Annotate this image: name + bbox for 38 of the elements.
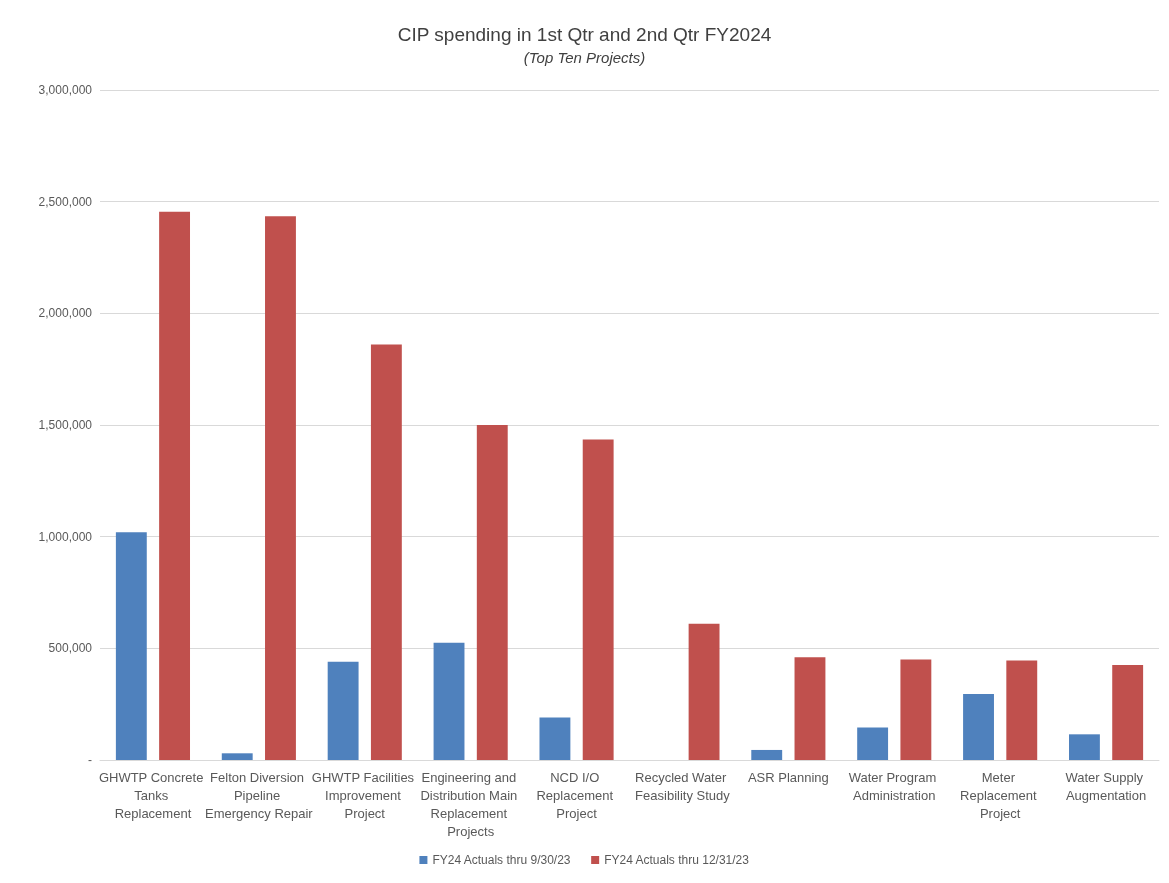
y-tick-label: 500,000 bbox=[48, 641, 93, 656]
x-tick-label: Engineering and Distribution Main Replacement Projects bbox=[420, 769, 521, 839]
bar bbox=[1068, 734, 1100, 760]
bar bbox=[265, 216, 296, 760]
bar bbox=[539, 717, 571, 760]
bar bbox=[963, 694, 994, 760]
bar bbox=[370, 344, 402, 760]
bar bbox=[1112, 665, 1144, 760]
bar bbox=[857, 727, 889, 760]
bar bbox=[794, 657, 826, 760]
bar bbox=[582, 439, 614, 760]
bar bbox=[1006, 660, 1038, 760]
legend-label: FY24 Actuals thru 12/31/23 bbox=[604, 853, 750, 867]
bar bbox=[900, 659, 932, 760]
bar bbox=[115, 532, 147, 760]
bar bbox=[476, 425, 508, 760]
bar bbox=[433, 642, 465, 760]
x-tick-label: GHWTP Facilities Improvement Project bbox=[311, 769, 418, 821]
x-tick-label: Water Supply Augmentation bbox=[1065, 769, 1147, 803]
bar bbox=[688, 623, 720, 760]
chart-title: CIP spending in 1st Qtr and 2nd Qtr FY2024 bbox=[397, 24, 772, 45]
chart-subtitle: (Top Ten Projects) bbox=[523, 49, 646, 66]
y-tick-label: 3,000,000 bbox=[38, 83, 93, 97]
bar bbox=[327, 661, 359, 760]
bar bbox=[221, 753, 253, 760]
x-tick-label: Water Program Administration bbox=[848, 769, 940, 803]
legend-label: FY24 Actuals thru 9/30/23 bbox=[432, 853, 571, 867]
y-tick-label: 2,000,000 bbox=[38, 306, 93, 321]
x-tick-label: ASR Planning bbox=[747, 769, 829, 785]
x-tick-label: Recycled Water Feasibility Study bbox=[635, 769, 731, 803]
y-tick-label: 1,000,000 bbox=[38, 529, 93, 544]
x-tick-label: NCD I/O Replacement Project bbox=[536, 769, 617, 821]
bar bbox=[159, 211, 191, 760]
bar bbox=[751, 749, 783, 760]
x-tick-label: Meter Replacement Project bbox=[960, 769, 1041, 821]
y-tick-label: 2,500,000 bbox=[38, 194, 93, 209]
y-tick-label: 1,500,000 bbox=[38, 418, 93, 432]
y-tick-label: - bbox=[88, 753, 92, 767]
